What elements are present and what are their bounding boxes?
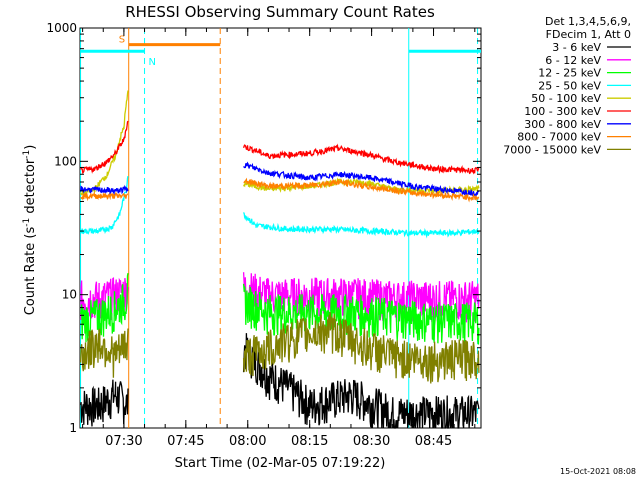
- legend-entry-label: 12 - 25 keV: [538, 67, 601, 80]
- series-line: [79, 379, 129, 427]
- chart-title: RHESSI Observing Summary Count Rates: [125, 3, 435, 21]
- series-line: [79, 175, 129, 235]
- status-bar-label: S: [119, 35, 125, 46]
- x-tick-label: 07:45: [167, 434, 204, 449]
- series-line: [79, 277, 129, 321]
- legend-entry-label: 7000 - 15000 keV: [503, 143, 601, 156]
- series-line: [242, 312, 480, 384]
- series-line: [242, 143, 480, 175]
- legend-entry-label: 3 - 6 keV: [552, 41, 601, 54]
- series-line: [243, 212, 480, 239]
- series-line: [79, 184, 129, 196]
- legend-entry-label: 800 - 7000 keV: [517, 131, 601, 144]
- series-line: [80, 191, 129, 202]
- y-tick-label: 1000: [46, 21, 77, 35]
- legend-entry-label: 50 - 100 keV: [531, 92, 601, 105]
- series-line: [242, 333, 480, 429]
- x-tick-label: 08:30: [353, 434, 390, 449]
- legend-entry-label: 25 - 50 keV: [538, 79, 601, 92]
- legend-entry-label: 6 - 12 keV: [545, 54, 601, 67]
- legend: Det 1,3,4,5,6,9,FDecim 1, Att 03 - 6 keV…: [503, 15, 631, 156]
- x-tick-label: 08:45: [415, 434, 452, 449]
- series-line: [243, 161, 480, 197]
- plot-frame: [79, 27, 482, 429]
- x-tick-label: 08:15: [291, 434, 328, 449]
- footer-date: 15-Oct-2021 08:08: [560, 467, 636, 476]
- axis-ticks: 1 10 100 1000 07:30 07:45 08:00 08:15 08:30 08:45: [46, 21, 481, 449]
- series-line: [79, 90, 129, 196]
- series-line: [79, 328, 129, 378]
- y-axis-label: Count Rate (s-1 detector-1): [22, 145, 38, 316]
- legend-header-line: Det 1,3,4,5,6,9,: [545, 15, 631, 28]
- series-line: [242, 283, 480, 345]
- series-line: [243, 177, 480, 203]
- legend-entry-label: 300 - 800 keV: [524, 118, 601, 131]
- y-tick-label: 100: [54, 154, 77, 168]
- x-axis-label: Start Time (02-Mar-05 07:19:22): [175, 456, 386, 471]
- series-lines: [79, 90, 480, 429]
- y-tick-label: 1: [69, 421, 77, 435]
- legend-entry-label: 100 - 300 keV: [524, 105, 601, 118]
- plot-area: [79, 27, 482, 429]
- x-tick-label: 07:30: [105, 434, 142, 449]
- series-line: [80, 120, 129, 175]
- legend-header-line: FDecim 1, Att 0: [546, 28, 631, 41]
- x-tick-label: 08:00: [229, 434, 266, 449]
- y-tick-label: 10: [62, 288, 77, 302]
- status-bar-label: N: [149, 57, 156, 68]
